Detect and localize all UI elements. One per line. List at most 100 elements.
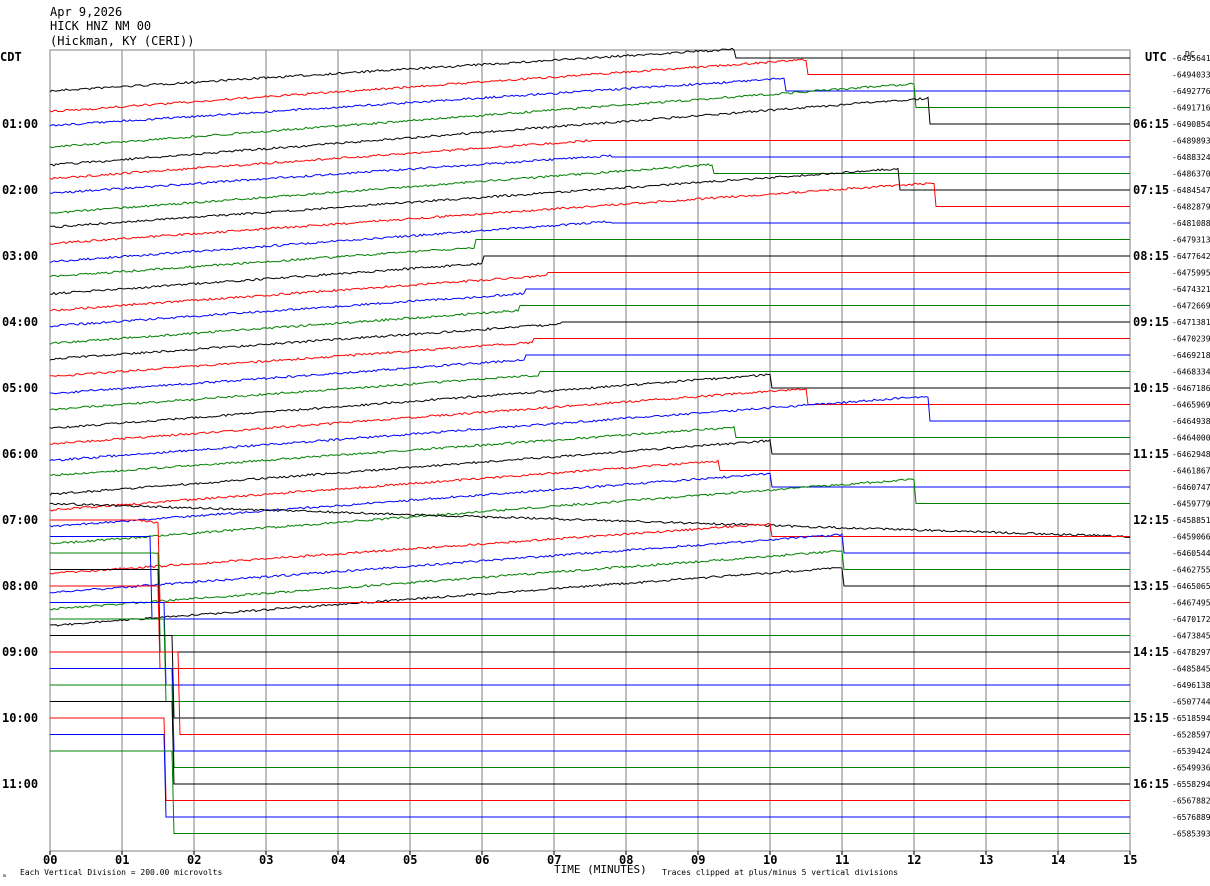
dc-offset-label: -6459066 xyxy=(1172,533,1210,542)
trace-row-41 xyxy=(50,635,1130,719)
dc-offset-label: -6496138 xyxy=(1172,681,1210,690)
trace-row-20 xyxy=(49,371,1130,411)
trace-row-5 xyxy=(49,96,1130,167)
dc-offset-label: -6585393 xyxy=(1172,830,1210,839)
right-hour-label: 11:15 xyxy=(1133,447,1169,461)
left-hour-label: 05:00 xyxy=(2,381,38,395)
x-axis-tick-labels: 00 01 02 03 04 05 06 07 08 09 10 11 12 13 14 15 xyxy=(43,851,1137,867)
dc-offset-label: -6470172 xyxy=(1172,615,1210,624)
dc-offset-label: -6470239 xyxy=(1172,335,1210,344)
dc-offset-label: -6467495 xyxy=(1172,599,1210,608)
right-hour-label: 08:15 xyxy=(1133,249,1169,263)
dc-offset-label: -6458851 xyxy=(1172,516,1210,525)
trace-row-26 xyxy=(49,459,1130,512)
trace-row-7 xyxy=(49,154,1130,194)
dc-offset-label: -6489893 xyxy=(1172,137,1210,146)
dc-offset-label: -6495641 xyxy=(1172,54,1210,63)
trace-row-33 xyxy=(49,567,1130,627)
left-hour-label: 11:00 xyxy=(2,777,38,791)
trace-row-21 xyxy=(49,373,1130,429)
right-hour-label: 07:15 xyxy=(1133,183,1169,197)
dc-offset-label: -6485845 xyxy=(1172,665,1210,674)
trace-row-22 xyxy=(49,387,1130,445)
trace-row-32 xyxy=(49,550,1130,611)
left-hour-label: 04:00 xyxy=(2,315,38,329)
trace-row-1 xyxy=(49,47,1130,93)
left-hour-label: 06:00 xyxy=(2,447,38,461)
header-channel: HICK HNZ NM 00 xyxy=(50,19,151,33)
trace-row-10 xyxy=(49,182,1130,246)
dc-offset-label: -6479313 xyxy=(1172,236,1210,245)
trace-row-27 xyxy=(49,472,1130,528)
dc-offset-label: -6494033 xyxy=(1172,71,1210,80)
trace-row-13 xyxy=(49,255,1130,296)
x-tick-label: 10 xyxy=(763,853,777,867)
dc-offset-label: -6507744 xyxy=(1172,698,1210,707)
left-hour-label: 10:00 xyxy=(2,711,38,725)
dc-offset-label: -6478297 xyxy=(1172,648,1210,657)
x-tick-label: 11 xyxy=(835,853,849,867)
left-hour-label: 07:00 xyxy=(2,513,38,527)
trace-row-14 xyxy=(49,272,1130,312)
dc-offset-label: -6469218 xyxy=(1172,351,1210,360)
x-tick-label: 07 xyxy=(547,853,561,867)
x-tick-label: 03 xyxy=(259,853,273,867)
trace-row-16 xyxy=(49,305,1130,345)
trace-row-3 xyxy=(49,77,1130,127)
trace-row-46 xyxy=(50,717,1130,801)
dc-offset-label: -6459779 xyxy=(1172,500,1210,509)
dc-offset-labels: -6495641 -6494033 -6492776 -6491716 -6490854… xyxy=(1172,54,1210,839)
right-timezone-label: UTC xyxy=(1145,50,1167,64)
trace-row-28 xyxy=(49,478,1130,545)
trace-row-34 xyxy=(50,519,1130,603)
dc-offset-label: -6492776 xyxy=(1172,87,1210,96)
x-tick-label: 09 xyxy=(691,853,705,867)
trace-row-43 xyxy=(50,668,1130,752)
plot-frame xyxy=(49,49,1131,852)
trace-row-35 xyxy=(50,536,1130,620)
trace-row-30 xyxy=(49,522,1130,575)
dc-offset-label: -6518594 xyxy=(1172,714,1210,723)
trace-row-36 xyxy=(50,552,1130,636)
trace-row-12 xyxy=(49,239,1130,278)
right-hour-label: 10:15 xyxy=(1133,381,1169,395)
dc-corner-label: DC xyxy=(1185,50,1195,59)
chart-grid xyxy=(49,49,1131,852)
trace-row-47 xyxy=(50,734,1130,818)
x-tick-label: 02 xyxy=(187,853,201,867)
scale-note: Each Vertical Division = 200.00 microvol… xyxy=(20,868,222,877)
right-hour-label: 09:15 xyxy=(1133,315,1169,329)
trace-row-19 xyxy=(49,354,1130,395)
trace-row-11 xyxy=(49,220,1130,263)
dc-offset-label: -6481088 xyxy=(1172,219,1210,228)
trace-row-48 xyxy=(50,750,1130,834)
dc-offset-label: -6528597 xyxy=(1172,731,1210,740)
trace-row-23 xyxy=(49,396,1130,462)
x-tick-label: 13 xyxy=(979,853,993,867)
dc-offset-label: -6464000 xyxy=(1172,434,1210,443)
trace-row-2 xyxy=(49,58,1130,113)
trace-row-44 xyxy=(50,684,1130,768)
trace-row-8 xyxy=(49,163,1130,214)
trace-row-31 xyxy=(49,532,1130,594)
trace-row-18 xyxy=(50,338,1130,377)
dc-offset-label: -6467186 xyxy=(1172,384,1210,393)
trace-row-24 xyxy=(49,425,1130,477)
trace-row-37 xyxy=(50,569,1130,653)
x-axis-title: TIME (MINUTES) xyxy=(554,863,647,876)
left-hour-labels: 01:00 02:00 03:00 04:00 05:00 06:00 07:00 08:00… xyxy=(2,117,38,791)
trace-row-25 xyxy=(49,438,1130,496)
trace-row-39 xyxy=(50,602,1130,686)
x-tick-label: 12 xyxy=(907,853,921,867)
trace-row-40 xyxy=(50,618,1130,702)
dc-offset-label: -6475995 xyxy=(1172,269,1210,278)
dc-offset-label: -6558294 xyxy=(1172,780,1210,789)
dc-offset-label: -6486370 xyxy=(1172,170,1210,179)
dc-offset-label: -6464938 xyxy=(1172,417,1210,426)
dc-offset-label: -6484547 xyxy=(1172,186,1210,195)
dc-offset-label: -6474321 xyxy=(1172,285,1210,294)
dc-offset-label: -6468334 xyxy=(1172,368,1210,377)
dc-offset-label: -6473845 xyxy=(1172,632,1210,641)
x-tick-label: 06 xyxy=(475,853,489,867)
x-tick-label: 00 xyxy=(43,853,57,867)
